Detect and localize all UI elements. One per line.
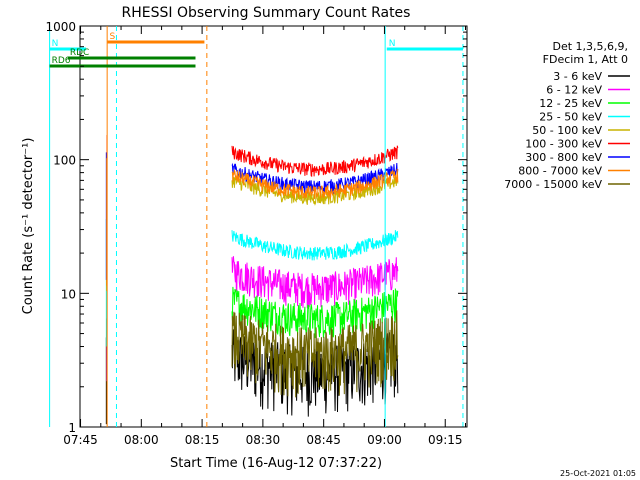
legend-label-0: 3 - 6 keV	[553, 70, 602, 83]
legend-header-line-2: FDecim 1, Att 0	[543, 53, 628, 66]
footer-date: 25-Oct-2021 01:05	[560, 469, 636, 478]
axis-layer: 07:45 08:00 08:15 08:30 08:45 09:00 09:15 1 10 10…	[45, 20, 467, 447]
legend-label-6: 300 - 800 keV	[525, 151, 602, 164]
x-axis-label: Start Time (16-Aug-12 07:37:22)	[170, 456, 382, 471]
legend-header-line-1: Det 1,3,5,6,9,	[552, 40, 628, 53]
legend-label-7: 800 - 7000 keV	[518, 165, 602, 178]
y-tick-label: 1000	[45, 20, 76, 34]
series-line-8	[231, 310, 399, 398]
series-line-2	[231, 286, 399, 339]
flag-label-s-0: S	[110, 32, 116, 42]
series-line-3	[231, 230, 399, 261]
legend-label-3: 25 - 50 keV	[539, 111, 602, 124]
legend-label-2: 12 - 25 keV	[539, 97, 602, 110]
y-tick-label: 10	[61, 287, 76, 301]
legend-label-4: 50 - 100 keV	[532, 124, 602, 137]
x-tick-label: 08:15	[185, 433, 220, 447]
x-tick-label: 09:00	[367, 433, 402, 447]
series-line-5	[231, 145, 399, 177]
flag-label-n-2: N	[389, 39, 396, 49]
flag-label-rd6-4: RD6	[52, 56, 71, 66]
flag-label-n-1: N	[52, 39, 59, 49]
legend: Det 1,3,5,6,9, FDecim 1, Att 0 3 - 6 keV…	[504, 40, 630, 191]
x-tick-label: 09:15	[428, 433, 463, 447]
series-line-4	[231, 174, 399, 206]
series-line-7	[231, 168, 399, 200]
y-tick-label: 100	[53, 154, 76, 168]
y-tick-label: 1	[68, 421, 76, 435]
legend-label-8: 7000 - 15000 keV	[504, 178, 602, 191]
legend-label-5: 100 - 300 keV	[525, 138, 602, 151]
x-tick-label: 07:45	[63, 433, 98, 447]
chart-title: RHESSI Observing Summary Count Rates	[122, 5, 411, 21]
legend-label-1: 6 - 12 keV	[546, 84, 602, 97]
x-tick-label: 08:45	[306, 433, 341, 447]
marker-layer	[49, 26, 464, 427]
series-line-1	[231, 256, 399, 309]
flag-label-rdc-3: RDC	[70, 48, 89, 58]
x-tick-label: 08:00	[124, 433, 159, 447]
y-axis-label: Count Rate (s⁻¹ detector⁻¹)	[21, 138, 36, 315]
x-tick-label: 08:30	[246, 433, 281, 447]
